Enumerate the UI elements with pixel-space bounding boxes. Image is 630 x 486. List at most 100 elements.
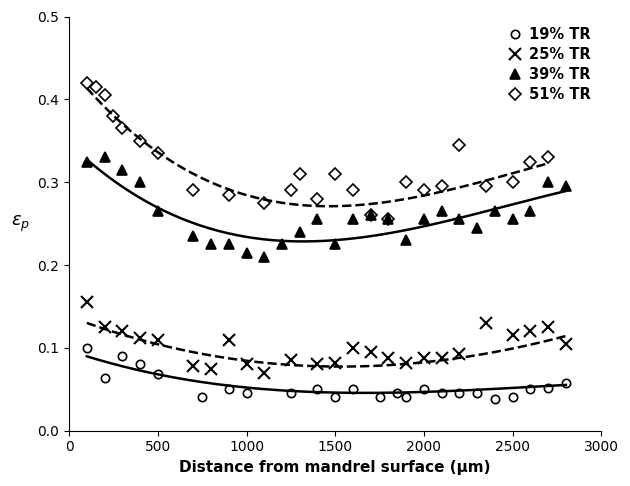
25% TR bbox=[331, 360, 339, 365]
19% TR bbox=[420, 386, 428, 392]
19% TR bbox=[101, 376, 108, 382]
39% TR bbox=[136, 179, 144, 185]
51% TR bbox=[101, 92, 108, 98]
25% TR bbox=[260, 370, 268, 376]
39% TR bbox=[562, 183, 570, 189]
19% TR bbox=[225, 386, 232, 392]
19% TR bbox=[403, 395, 410, 400]
X-axis label: Distance from mandrel surface (μm): Distance from mandrel surface (μm) bbox=[180, 460, 491, 475]
19% TR bbox=[154, 371, 161, 377]
39% TR bbox=[190, 233, 197, 239]
19% TR bbox=[243, 390, 250, 396]
25% TR bbox=[562, 341, 570, 347]
51% TR bbox=[110, 113, 117, 119]
39% TR bbox=[367, 212, 374, 218]
19% TR bbox=[394, 390, 401, 396]
25% TR bbox=[118, 329, 126, 334]
19% TR bbox=[349, 386, 357, 392]
25% TR bbox=[243, 362, 250, 367]
51% TR bbox=[331, 171, 339, 177]
51% TR bbox=[83, 80, 91, 86]
25% TR bbox=[385, 355, 392, 361]
51% TR bbox=[385, 217, 392, 223]
39% TR bbox=[243, 250, 250, 256]
39% TR bbox=[225, 242, 232, 247]
25% TR bbox=[527, 329, 534, 334]
25% TR bbox=[420, 355, 428, 361]
39% TR bbox=[385, 217, 392, 223]
51% TR bbox=[190, 188, 197, 193]
51% TR bbox=[154, 150, 161, 156]
Line: 51% TR: 51% TR bbox=[83, 79, 553, 224]
39% TR bbox=[154, 208, 161, 214]
19% TR bbox=[331, 395, 339, 400]
39% TR bbox=[331, 242, 339, 247]
51% TR bbox=[260, 200, 268, 206]
19% TR bbox=[314, 386, 321, 392]
25% TR bbox=[190, 363, 197, 369]
39% TR bbox=[101, 155, 108, 160]
51% TR bbox=[455, 142, 463, 148]
25% TR bbox=[367, 349, 374, 355]
Y-axis label: $\varepsilon_p$: $\varepsilon_p$ bbox=[11, 213, 30, 234]
25% TR bbox=[438, 355, 445, 361]
19% TR bbox=[562, 380, 570, 385]
39% TR bbox=[438, 208, 445, 214]
19% TR bbox=[136, 362, 144, 367]
51% TR bbox=[438, 183, 445, 189]
39% TR bbox=[260, 254, 268, 260]
51% TR bbox=[403, 179, 410, 185]
51% TR bbox=[225, 191, 232, 197]
25% TR bbox=[225, 337, 232, 343]
Legend: 19% TR, 25% TR, 39% TR, 51% TR: 19% TR, 25% TR, 39% TR, 51% TR bbox=[501, 21, 597, 108]
25% TR bbox=[207, 365, 215, 371]
51% TR bbox=[92, 84, 100, 90]
51% TR bbox=[509, 179, 517, 185]
39% TR bbox=[296, 229, 304, 235]
25% TR bbox=[509, 332, 517, 338]
25% TR bbox=[349, 345, 357, 351]
25% TR bbox=[483, 320, 490, 326]
39% TR bbox=[455, 217, 463, 223]
39% TR bbox=[278, 242, 286, 247]
19% TR bbox=[473, 390, 481, 396]
Line: 25% TR: 25% TR bbox=[81, 297, 571, 378]
Line: 19% TR: 19% TR bbox=[83, 344, 570, 403]
39% TR bbox=[420, 217, 428, 223]
39% TR bbox=[118, 167, 126, 173]
51% TR bbox=[296, 171, 304, 177]
25% TR bbox=[101, 324, 108, 330]
19% TR bbox=[527, 386, 534, 392]
51% TR bbox=[314, 196, 321, 202]
19% TR bbox=[376, 395, 384, 400]
25% TR bbox=[83, 299, 91, 305]
19% TR bbox=[491, 396, 499, 402]
51% TR bbox=[527, 158, 534, 164]
25% TR bbox=[403, 360, 410, 365]
39% TR bbox=[527, 208, 534, 214]
39% TR bbox=[491, 208, 499, 214]
39% TR bbox=[403, 237, 410, 243]
51% TR bbox=[420, 188, 428, 193]
19% TR bbox=[198, 395, 206, 400]
19% TR bbox=[118, 353, 126, 359]
19% TR bbox=[287, 390, 295, 396]
Line: 39% TR: 39% TR bbox=[82, 153, 571, 261]
25% TR bbox=[455, 351, 463, 357]
19% TR bbox=[455, 390, 463, 396]
39% TR bbox=[207, 242, 215, 247]
25% TR bbox=[287, 357, 295, 363]
51% TR bbox=[349, 188, 357, 193]
25% TR bbox=[544, 324, 552, 330]
39% TR bbox=[314, 217, 321, 223]
25% TR bbox=[314, 362, 321, 367]
51% TR bbox=[136, 138, 144, 144]
19% TR bbox=[544, 384, 552, 390]
39% TR bbox=[544, 179, 552, 185]
25% TR bbox=[136, 335, 144, 341]
19% TR bbox=[509, 395, 517, 400]
25% TR bbox=[154, 337, 161, 343]
19% TR bbox=[83, 345, 91, 351]
51% TR bbox=[483, 183, 490, 189]
19% TR bbox=[438, 390, 445, 396]
